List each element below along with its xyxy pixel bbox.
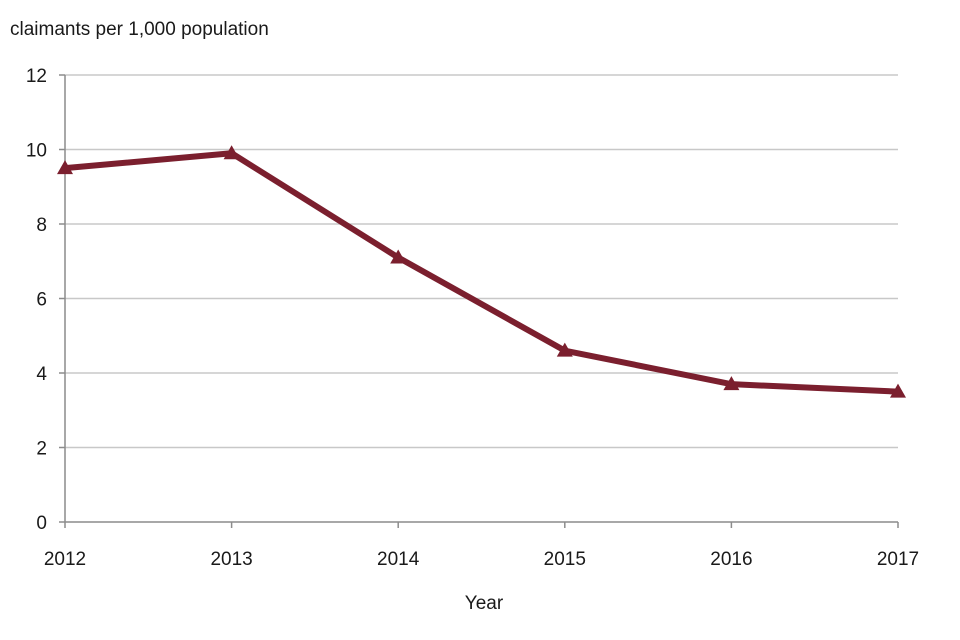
data-point-marker <box>556 342 573 357</box>
y-tick-label: 8 <box>36 215 47 236</box>
y-tick-label: 0 <box>36 513 47 534</box>
x-tick-label: 2013 <box>210 549 252 570</box>
y-tick-label: 10 <box>26 141 47 162</box>
axes <box>59 74 899 528</box>
x-axis-title: Year <box>465 593 504 614</box>
x-tick-label: 2015 <box>544 549 586 570</box>
y-tick-label: 2 <box>36 439 47 460</box>
y-axis-title: claimants per 1,000 population <box>10 19 269 40</box>
y-tick-label: 6 <box>36 290 47 311</box>
data-point-marker <box>57 160 73 175</box>
y-tick-labels: 0 2 4 6 8 10 12 <box>26 66 48 534</box>
x-tick-labels: 2012 2013 2014 2015 2016 2017 <box>44 549 919 570</box>
data-point-marker <box>723 376 740 391</box>
series-layer <box>57 145 906 398</box>
y-tick-label: 12 <box>26 66 47 87</box>
series-line <box>62 150 901 395</box>
x-tick-label: 2016 <box>710 549 752 570</box>
gridlines <box>65 74 898 449</box>
x-tick-label: 2014 <box>377 549 420 570</box>
x-tick-label: 2017 <box>877 549 919 570</box>
data-point-marker <box>390 249 407 264</box>
x-tick-label: 2012 <box>44 549 86 570</box>
y-tick-label: 4 <box>36 364 47 385</box>
data-point-marker <box>223 145 240 160</box>
data-point-marker <box>890 383 906 398</box>
